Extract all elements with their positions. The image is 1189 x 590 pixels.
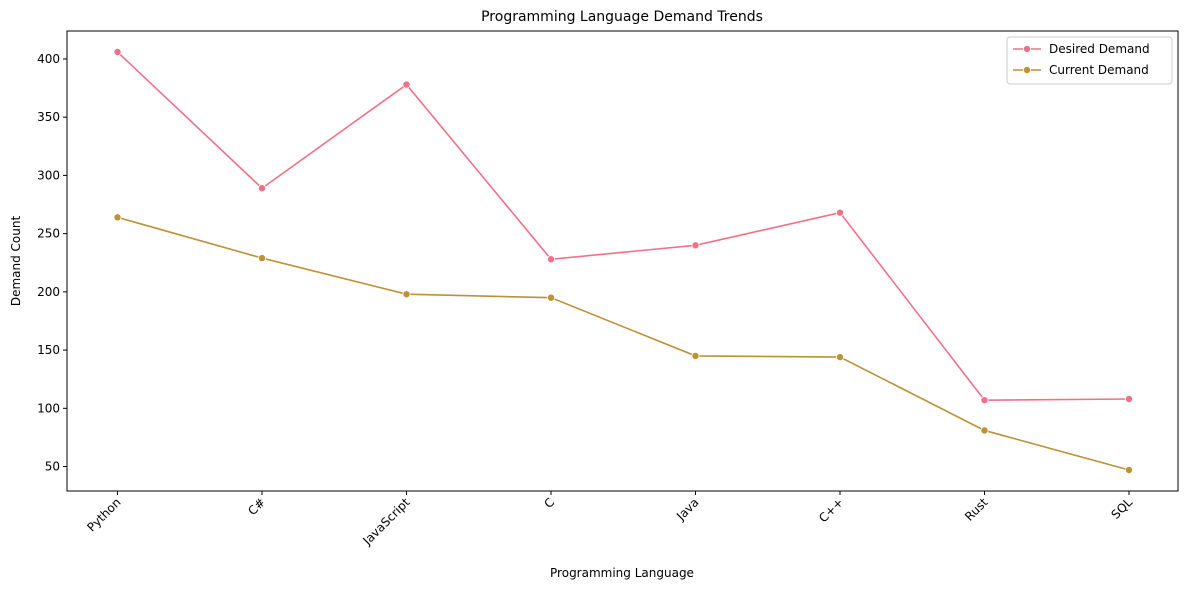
- legend-marker: [1023, 45, 1032, 54]
- data-point: [547, 293, 556, 302]
- data-point: [257, 254, 266, 263]
- plot-area: [113, 47, 1134, 475]
- data-point: [691, 241, 700, 250]
- x-tick-label: C: [541, 495, 557, 511]
- data-point: [1125, 466, 1134, 475]
- legend-marker: [1023, 66, 1032, 75]
- x-tick-label: C#: [245, 495, 268, 518]
- data-point: [980, 396, 989, 405]
- data-point: [1125, 394, 1134, 403]
- legend-frame: [1006, 36, 1173, 85]
- y-axis: 50 100 150 200 250 300 350 400: [37, 52, 67, 474]
- y-tick-label: 100: [37, 401, 60, 415]
- x-tick-label: Rust: [962, 495, 991, 524]
- data-point: [402, 290, 411, 299]
- series-line: [117, 216, 1130, 471]
- series-line: [116, 51, 1130, 401]
- x-tick-label: Python: [84, 495, 123, 534]
- y-tick-label: 50: [45, 460, 60, 474]
- data-point: [113, 213, 122, 222]
- y-tick-label: 300: [37, 168, 60, 182]
- legend: Desired Demand Current Demand: [1006, 36, 1173, 85]
- data-point: [836, 208, 845, 217]
- y-tick-label: 200: [37, 285, 60, 299]
- x-axis: Python C# JavaScript C Java C++ Rust SQL: [84, 491, 1135, 548]
- data-point: [113, 47, 122, 56]
- plot-frame: [66, 30, 1179, 492]
- x-tick-label: Java: [673, 495, 702, 524]
- legend-label: Desired Demand: [1049, 42, 1150, 56]
- data-point: [402, 80, 411, 89]
- y-tick-label: 250: [37, 227, 60, 241]
- legend-label: Current Demand: [1049, 63, 1149, 77]
- data-point: [691, 351, 700, 360]
- y-tick-label: 350: [37, 110, 60, 124]
- chart-title: Programming Language Demand Trends: [481, 9, 763, 25]
- y-tick-label: 400: [37, 52, 60, 66]
- data-point: [257, 184, 266, 193]
- x-tick-label: JavaScript: [359, 495, 412, 548]
- y-tick-label: 150: [37, 343, 60, 357]
- data-point: [980, 426, 989, 435]
- y-axis-label: Demand Count: [9, 216, 23, 307]
- data-point: [836, 353, 845, 362]
- x-axis-label: Programming Language: [550, 566, 694, 580]
- x-tick-label: SQL: [1108, 495, 1135, 522]
- data-point: [547, 255, 556, 264]
- x-tick-label: C++: [816, 495, 846, 525]
